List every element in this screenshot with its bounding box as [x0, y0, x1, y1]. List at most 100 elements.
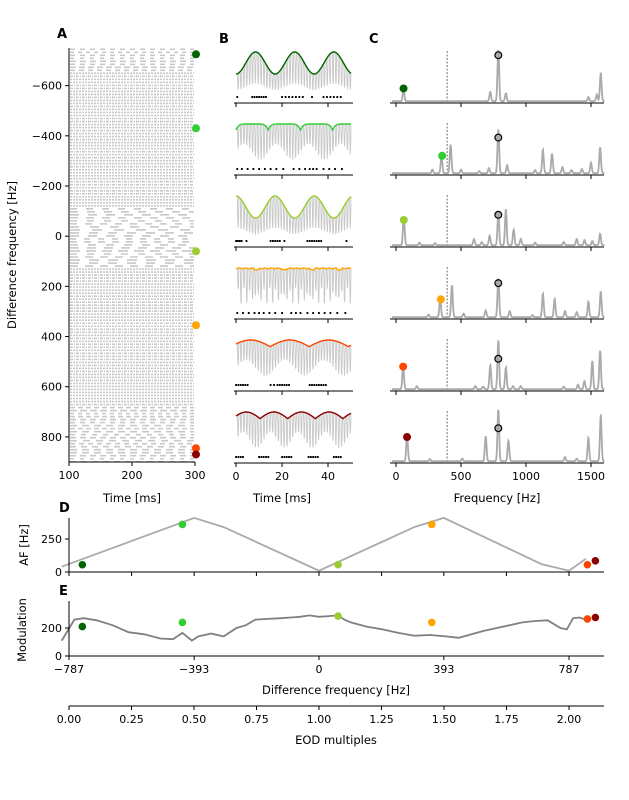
spike [312, 312, 315, 314]
panel-b-waveforms: 0 20 40 [233, 51, 353, 483]
x-tick-label: 0.25 [119, 713, 144, 726]
x-tick-label: 0 [393, 470, 400, 483]
eod-multiples-axis: 0.00 0.25 0.50 0.75 1.00 1.25 1.50 1.75 2.00 [57, 705, 604, 726]
af-marker [436, 295, 445, 304]
spike [239, 384, 242, 386]
spike [263, 168, 266, 170]
spike [320, 240, 323, 242]
modulation-marker [334, 612, 342, 620]
spike [311, 240, 313, 242]
spike [322, 384, 325, 386]
y-tick-label: 400 [41, 331, 62, 344]
spike [339, 96, 342, 98]
x-tick-label: 2.00 [557, 713, 582, 726]
spike [291, 96, 294, 98]
spike [236, 168, 239, 170]
spike [309, 456, 312, 458]
spike [316, 456, 319, 458]
spike [315, 168, 318, 170]
spike [308, 168, 311, 170]
spike [283, 384, 286, 386]
af-marker [438, 151, 447, 160]
y-tick-label: 200 [41, 622, 62, 635]
eod-marker [494, 424, 503, 433]
spike [284, 96, 287, 98]
spike [283, 240, 286, 242]
af-line [61, 516, 587, 572]
x-tick-label: 0 [316, 663, 323, 676]
modulation-marker [178, 618, 187, 627]
spike [336, 96, 339, 98]
envelope-line [235, 411, 352, 420]
spike [240, 240, 243, 242]
envelope-line [235, 339, 352, 348]
power-spectrum [392, 129, 605, 175]
power-spectrum [392, 49, 605, 103]
y-tick-label: 0 [55, 230, 62, 243]
df-marker [192, 124, 200, 133]
spike [260, 456, 263, 458]
spike [278, 240, 281, 242]
spike [267, 456, 270, 458]
spike [281, 384, 283, 386]
spike [258, 312, 260, 314]
spike [258, 456, 260, 458]
af-marker [591, 556, 600, 565]
spike [244, 384, 247, 386]
eod-marker [494, 133, 503, 142]
spike [336, 312, 339, 314]
panel-d-ylabel: AF [Hz] [17, 524, 31, 566]
carrier-waveform [236, 51, 352, 92]
af-marker [583, 560, 592, 569]
spike [246, 168, 249, 170]
y-tick-label: −400 [32, 130, 62, 143]
modulation-marker [78, 622, 87, 631]
y-tick-label: 600 [41, 381, 62, 394]
spike [313, 384, 316, 386]
modulation-marker [427, 618, 436, 627]
spike [278, 384, 281, 386]
spike [324, 384, 327, 386]
spike [329, 312, 332, 314]
panel-e-modulation: −787 −393 0 393 787 0 200 [41, 601, 604, 676]
spike [290, 456, 293, 458]
spike [239, 456, 242, 458]
y-tick-label: −200 [32, 180, 62, 193]
power-spectrum [392, 340, 605, 391]
x-tick-label: 1.50 [432, 713, 457, 726]
spike [332, 96, 335, 98]
x-tick-label: 1.75 [494, 713, 519, 726]
panel-label-c: C [369, 32, 379, 47]
spike [326, 96, 328, 98]
power-spectrum [392, 409, 605, 463]
x-tick-label: −787 [54, 663, 84, 676]
spike [262, 312, 265, 314]
panel-a-raster: 100 200 300 −600 −400 −200 0 200 400 600 800 [32, 48, 206, 482]
spike [246, 384, 249, 386]
df-marker [192, 50, 200, 59]
eod-xlabel: EOD multiples [295, 733, 377, 747]
spike [312, 168, 315, 170]
spike [269, 384, 272, 386]
envelope-line [235, 123, 351, 132]
spike [329, 96, 332, 98]
spike [252, 168, 255, 170]
x-tick-label: 1500 [577, 470, 605, 483]
spike [281, 96, 283, 98]
spike [235, 240, 237, 242]
y-tick-label: 0 [55, 650, 62, 663]
spike [295, 96, 297, 98]
spike [275, 168, 278, 170]
spike [288, 96, 290, 98]
spike [276, 384, 279, 386]
spike [273, 384, 275, 386]
spike [242, 384, 244, 386]
panel-label-a: A [57, 27, 67, 42]
spike [322, 168, 325, 170]
panel-a-ylabel: Difference frequency [Hz] [5, 181, 19, 329]
spike [288, 384, 290, 386]
envelope-line [236, 195, 352, 219]
spike [313, 240, 316, 242]
spike [258, 96, 260, 98]
